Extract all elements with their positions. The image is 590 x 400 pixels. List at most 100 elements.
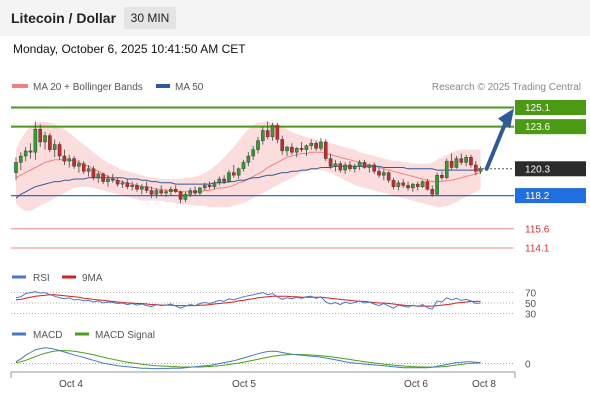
candle — [169, 186, 173, 196]
rsi-level-label: 70 — [525, 289, 537, 300]
candle — [294, 147, 299, 158]
candle — [110, 173, 115, 183]
candle-body — [222, 178, 226, 182]
timeframe-badge[interactable]: 30 MIN — [124, 7, 176, 29]
candle-body — [14, 162, 18, 173]
candle — [135, 182, 139, 192]
candle — [391, 177, 396, 190]
candle-body — [309, 143, 314, 147]
candle-body — [28, 150, 33, 153]
candle — [304, 144, 309, 157]
header-bar — [0, 0, 590, 36]
candle — [415, 181, 420, 191]
candle-body — [299, 148, 304, 150]
candle — [478, 166, 483, 174]
candle — [328, 153, 333, 169]
candle — [106, 175, 110, 187]
candle — [77, 159, 81, 173]
candle-body — [140, 186, 144, 190]
resistance-label: 125.1 — [525, 103, 550, 114]
candle — [353, 163, 357, 173]
candle — [396, 180, 401, 191]
candle-body — [304, 145, 309, 150]
candle-body — [406, 185, 410, 189]
candle-body — [81, 163, 86, 172]
rsi-legend: RSI 9MA — [12, 273, 103, 284]
candle — [222, 175, 226, 185]
candle — [173, 185, 178, 194]
candle-body — [469, 157, 473, 166]
candle-body — [188, 190, 193, 195]
candle — [43, 131, 47, 150]
candle — [362, 159, 367, 169]
candle — [430, 185, 435, 197]
candle-body — [169, 189, 173, 192]
resistance-tag — [515, 99, 586, 115]
rsi-9ma-line — [15, 294, 481, 307]
candle-body — [425, 181, 430, 190]
candle-body — [459, 158, 464, 163]
candle-body — [454, 158, 459, 168]
candle-body — [48, 135, 52, 150]
candle — [38, 124, 42, 148]
candle-body — [198, 187, 202, 194]
candle — [48, 133, 52, 153]
candle-body — [357, 162, 362, 167]
candle-body — [449, 160, 454, 168]
macd-signal-line — [15, 350, 481, 368]
candle — [140, 184, 144, 195]
candle — [348, 161, 352, 172]
candle-body — [246, 155, 251, 163]
candle — [425, 179, 430, 191]
candle-body — [333, 163, 338, 167]
candle — [101, 172, 105, 185]
candle-body — [144, 186, 149, 191]
candle — [14, 157, 18, 181]
candle-body — [125, 182, 130, 187]
candle-body — [212, 182, 217, 187]
candle-body — [164, 191, 168, 194]
pivot-tag — [515, 188, 586, 204]
candle — [251, 145, 255, 160]
candle-body — [43, 135, 47, 143]
candle-body — [367, 164, 372, 168]
candle — [217, 176, 222, 186]
candle — [285, 145, 289, 157]
candle-body — [411, 183, 415, 189]
projection — [484, 108, 514, 171]
candle-body — [202, 185, 207, 189]
x-tick-label: Oct 6 — [404, 379, 428, 390]
pivot-label: 118.2 — [525, 191, 550, 202]
candle-body — [435, 174, 439, 195]
candle-body — [110, 178, 115, 181]
macd-legend: MACD MACD Signal — [12, 330, 155, 341]
candle — [149, 186, 154, 199]
candle-body — [227, 172, 231, 182]
x-tick-label: Oct 8 — [472, 379, 496, 390]
candle — [193, 186, 197, 196]
candle — [115, 177, 120, 187]
candle-body — [430, 189, 435, 195]
candle — [265, 121, 270, 140]
candle — [202, 182, 207, 191]
candle — [52, 139, 57, 158]
candle-body — [420, 181, 425, 187]
candle-body — [294, 148, 299, 153]
candle — [212, 180, 217, 190]
candle-body — [353, 166, 357, 169]
candle-body — [348, 164, 352, 169]
candle-body — [154, 190, 159, 195]
datetime-label: Monday, October 6, 2025 10:41:50 AM CET — [13, 42, 246, 56]
candle — [125, 179, 130, 190]
candle — [469, 154, 473, 168]
candle — [435, 172, 439, 196]
candle-body — [265, 130, 270, 138]
candle — [23, 147, 28, 162]
candle — [280, 135, 285, 155]
candle-body — [372, 164, 376, 172]
candle — [33, 121, 38, 160]
candle-body — [343, 164, 347, 171]
candle-body — [440, 174, 444, 178]
